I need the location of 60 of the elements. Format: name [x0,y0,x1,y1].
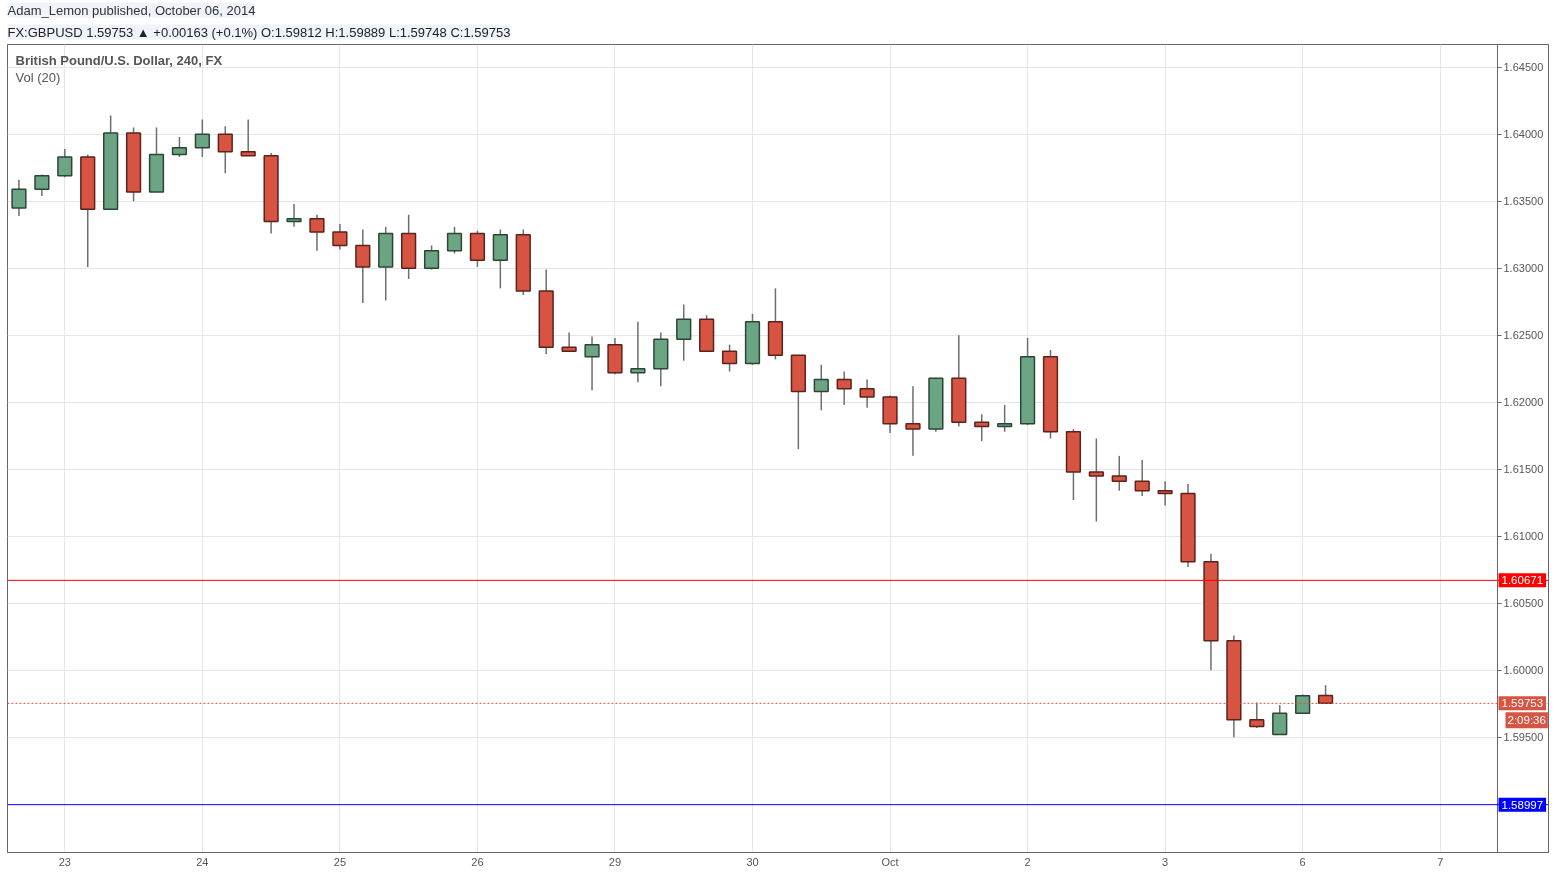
x-tick-label: Oct [881,855,899,868]
x-tick-label: 30 [746,855,759,868]
y-tick-label: 1.62000 [1503,396,1544,409]
candlestick [11,179,27,217]
annotation: Vol (20) [15,70,61,85]
candlestick [584,335,600,391]
x-tick-label: 6 [1299,855,1306,868]
candlestick [446,225,463,255]
text: 2:09:36 [1507,714,1546,727]
x-tick-label: 7 [1437,855,1444,868]
x-tick-label: 3 [1162,855,1169,868]
ref-line-label: 1.60671 [1501,574,1544,587]
candlestick [423,244,440,271]
text: Adam_Lemon published, October 06, 2014 [7,2,256,18]
x-tick-label: 2 [1024,855,1031,868]
ref-line-label: 1.58997 [1501,798,1544,811]
candlestick [630,321,646,383]
candlestick [1111,455,1127,492]
ref-line-label: 1.59753 [1501,697,1544,710]
candlestick [171,136,188,158]
candlestick [813,364,829,412]
candlestick [1134,459,1150,497]
x-tick-label: 26 [471,855,484,868]
candlestick [57,148,73,178]
candlestick [905,385,921,457]
candlestick [997,404,1013,433]
x-tick-label: 23 [58,855,71,868]
candlestick [309,213,325,252]
x-tick-label: 29 [608,855,622,868]
y-tick-label: 1.63000 [1503,262,1544,275]
candlestick [721,343,738,373]
candlestick [194,118,210,158]
candlestick [34,173,50,197]
y-tick-label: 1.59500 [1503,731,1544,744]
candlestick [332,223,348,251]
y-tick-label: 1.61500 [1503,463,1544,476]
y-tick-label: 1.62500 [1503,329,1544,342]
chart-subtitle: FX:GBPUSD 1.59753 ▲ +0.00163 (+0.1%) O:1.59812 H:1.59889 L:1.59748 C:1.59753 [7,24,511,40]
candlestick [240,118,256,157]
y-tick-label: 1.60500 [1503,597,1544,610]
candlestick [1088,437,1104,523]
x-tick-label: 24 [196,855,209,868]
candlestick [1157,480,1173,507]
y-tick-label: 1.64500 [1503,61,1544,74]
candlestick [1272,704,1288,736]
candlestick [676,303,692,362]
candlestick [974,413,990,442]
candlestick [355,228,371,304]
text: British Pound/U.S. Dollar, 240, FX [15,53,223,68]
y-tick-label: 1.61000 [1503,530,1544,543]
candlestick [859,378,875,409]
y-tick-label: 1.64000 [1503,128,1544,141]
y-tick-label: 1.63500 [1503,195,1544,208]
candlestick [286,203,302,228]
candlestick [1295,693,1311,714]
candlestick [836,370,852,406]
x-tick-label: 25 [333,855,347,868]
candlestick [561,331,577,353]
candlestick [217,125,233,174]
y-tick-label: 1.60000 [1503,664,1544,677]
